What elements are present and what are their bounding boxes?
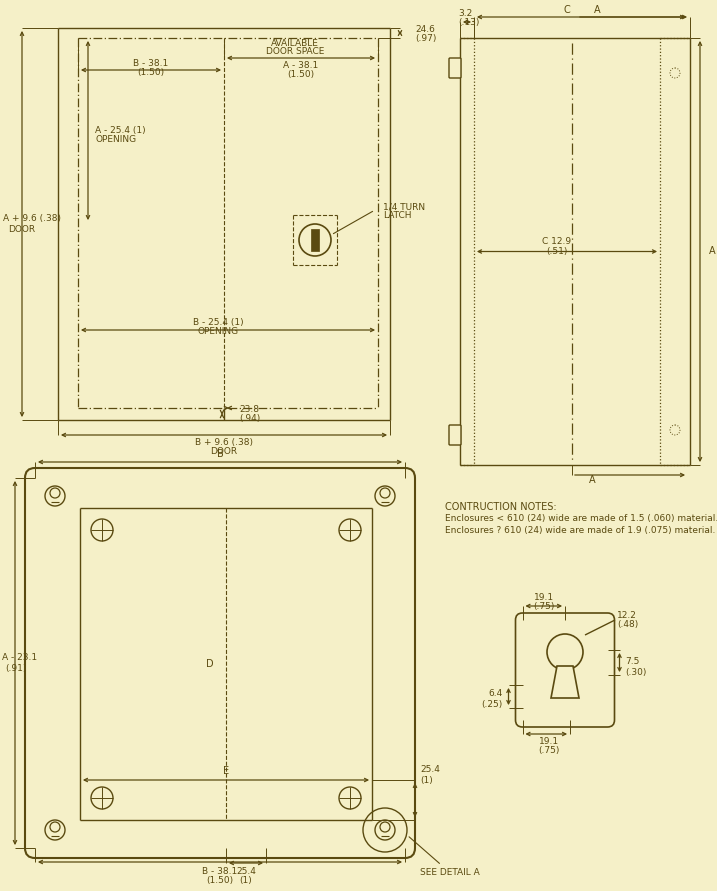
- Text: (.25): (.25): [481, 699, 503, 708]
- Text: B: B: [217, 449, 224, 459]
- Text: C 12.9: C 12.9: [543, 237, 571, 246]
- Text: 24.6: 24.6: [415, 26, 435, 35]
- Text: (1.50): (1.50): [138, 69, 165, 78]
- FancyBboxPatch shape: [25, 468, 415, 858]
- Text: 23.8: 23.8: [239, 405, 259, 414]
- Bar: [311, 229, 319, 251]
- Text: DOOR: DOOR: [210, 447, 237, 456]
- Text: (.48): (.48): [617, 620, 638, 630]
- Text: A: A: [594, 5, 600, 15]
- Text: B - 25.4 (1): B - 25.4 (1): [193, 317, 243, 326]
- Text: (.13): (.13): [458, 18, 480, 27]
- Text: Enclosures ? 610 (24) wide are made of 1.9 (.075) material.: Enclosures ? 610 (24) wide are made of 1…: [445, 526, 716, 535]
- Text: (.97): (.97): [415, 35, 437, 44]
- Text: A: A: [709, 247, 716, 257]
- Text: (1): (1): [239, 877, 252, 886]
- Text: A - 38.1: A - 38.1: [283, 61, 318, 69]
- Text: DOOR SPACE: DOOR SPACE: [266, 47, 324, 56]
- Text: 12.2: 12.2: [617, 610, 637, 619]
- Text: C: C: [564, 5, 571, 15]
- Text: 3.2: 3.2: [458, 10, 473, 19]
- Text: 19.1: 19.1: [538, 738, 559, 747]
- Text: E: E: [223, 766, 229, 776]
- Text: (.30): (.30): [625, 667, 647, 676]
- Text: B + 9.6 (.38): B + 9.6 (.38): [195, 438, 253, 447]
- Text: OPENING: OPENING: [95, 135, 136, 144]
- Text: 1/4 TURN: 1/4 TURN: [383, 202, 425, 211]
- Text: 6.4: 6.4: [488, 690, 503, 699]
- Text: CONTRUCTION NOTES:: CONTRUCTION NOTES:: [445, 502, 556, 512]
- Text: (.91): (.91): [5, 665, 27, 674]
- Text: (.75): (.75): [533, 602, 554, 611]
- Polygon shape: [551, 666, 579, 698]
- Text: B - 38.1: B - 38.1: [202, 867, 237, 876]
- Text: A + 9.6 (.38): A + 9.6 (.38): [3, 215, 61, 224]
- Text: 25.4: 25.4: [420, 765, 440, 774]
- Text: OPENING: OPENING: [197, 326, 239, 336]
- Text: B - 38.1: B - 38.1: [133, 60, 168, 69]
- Text: 19.1: 19.1: [533, 593, 554, 602]
- Text: LATCH: LATCH: [383, 211, 412, 220]
- Text: SEE DETAIL A: SEE DETAIL A: [409, 837, 480, 877]
- FancyBboxPatch shape: [449, 425, 461, 445]
- Text: A - 23.1: A - 23.1: [2, 653, 37, 663]
- Text: D: D: [206, 659, 214, 669]
- Text: (.75): (.75): [538, 747, 559, 756]
- Text: 25.4: 25.4: [236, 868, 256, 877]
- Text: (.94): (.94): [239, 414, 260, 423]
- Text: (.51): (.51): [546, 247, 568, 256]
- Text: Enclosures < 610 (24) wide are made of 1.5 (.060) material.: Enclosures < 610 (24) wide are made of 1…: [445, 514, 717, 524]
- Text: A - 25.4 (1): A - 25.4 (1): [95, 126, 146, 135]
- FancyBboxPatch shape: [516, 613, 614, 727]
- Text: AVAILABLE: AVAILABLE: [271, 38, 319, 47]
- Text: (1): (1): [420, 775, 433, 784]
- FancyBboxPatch shape: [449, 58, 461, 78]
- Text: A: A: [589, 475, 595, 485]
- Text: (1.50): (1.50): [206, 876, 234, 885]
- Text: (1.50): (1.50): [288, 69, 315, 78]
- Circle shape: [547, 634, 583, 670]
- Text: 7.5: 7.5: [625, 658, 640, 666]
- Text: DOOR: DOOR: [8, 225, 35, 233]
